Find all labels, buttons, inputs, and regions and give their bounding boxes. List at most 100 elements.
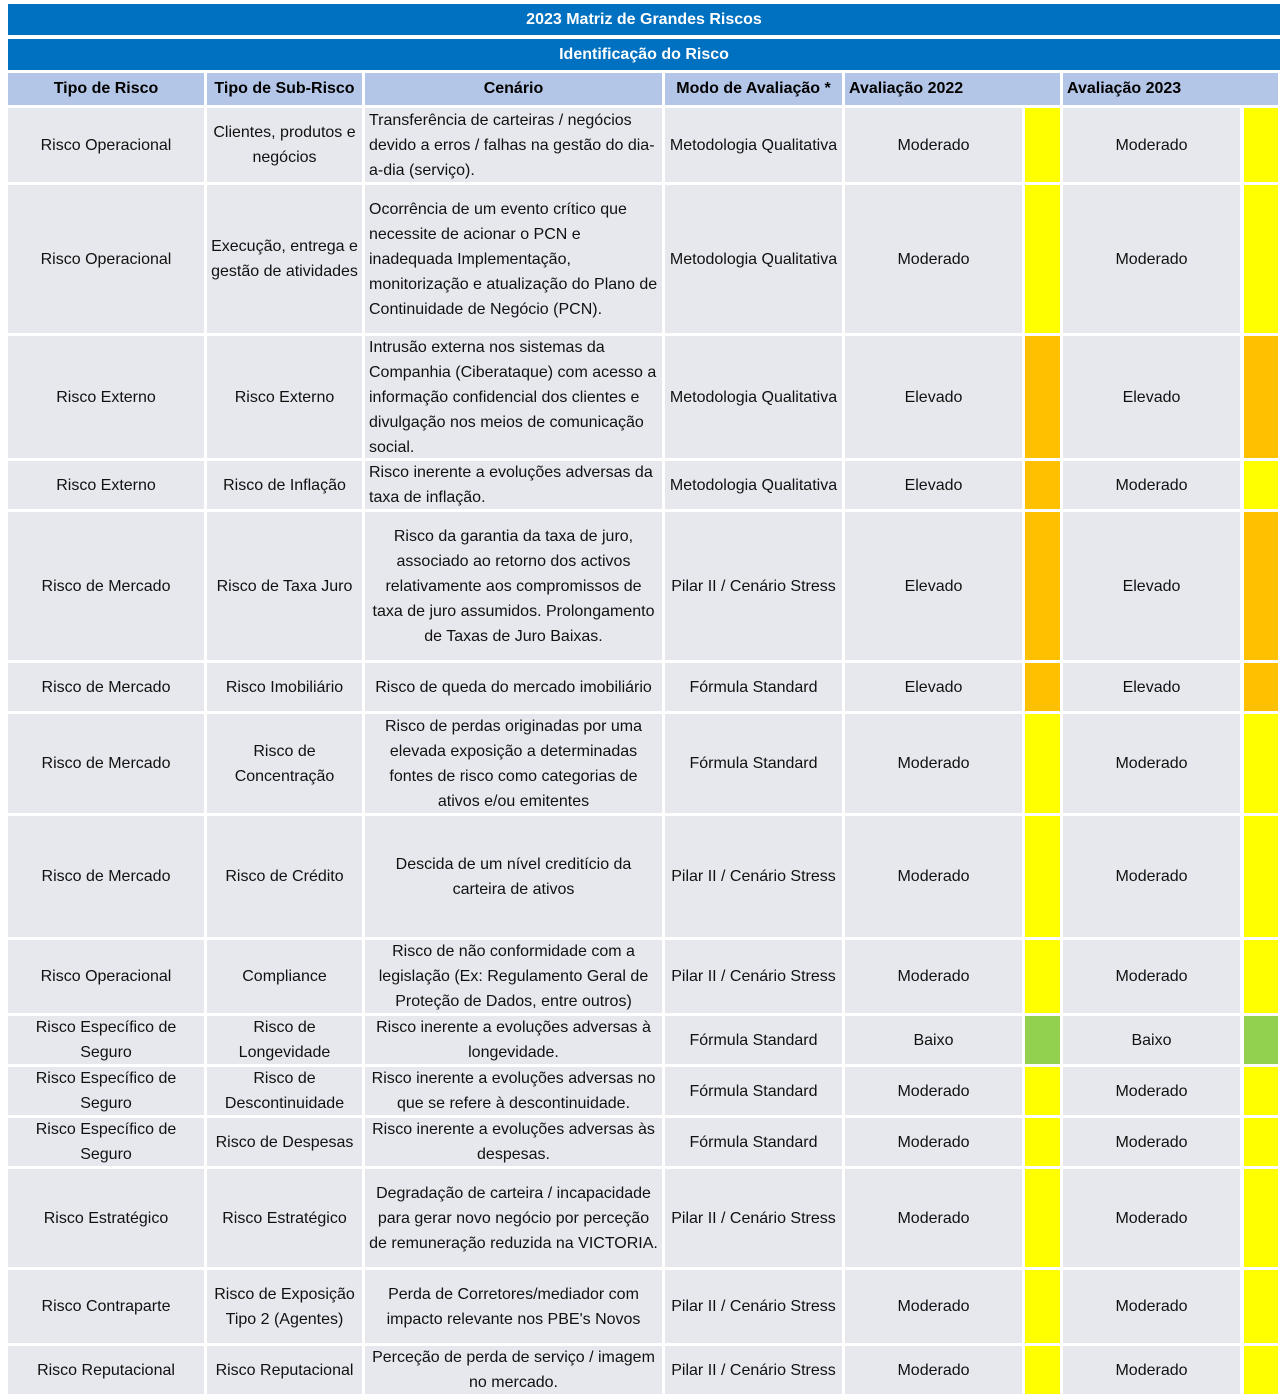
cell-tipo-de-risco: Risco Estratégico [8, 1169, 204, 1267]
cell-avaliacao-2022: Moderado [845, 1169, 1022, 1267]
cell-tipo-de-sub-risco: Risco Reputacional [207, 1346, 362, 1394]
risk-level-swatch-2022 [1025, 461, 1060, 509]
cell-avaliacao-2023: Elevado [1063, 336, 1240, 458]
cell-avaliacao-2023: Moderado [1063, 816, 1240, 937]
table-title: 2023 Matriz de Grandes Riscos [8, 4, 1280, 35]
cell-avaliacao-2023: Moderado [1063, 1346, 1240, 1394]
risk-level-swatch-2022 [1025, 1067, 1060, 1115]
risk-level-swatch-2023 [1244, 461, 1278, 509]
cell-avaliacao-2022: Moderado [845, 1270, 1022, 1343]
risk-level-swatch-2023 [1244, 1067, 1278, 1115]
cell-cenario: Intrusão externa nos sistemas da Companh… [365, 336, 662, 458]
cell-tipo-de-sub-risco: Clientes, produtos e negócios [207, 108, 362, 182]
cell-cenario: Ocorrência de um evento crítico que nece… [365, 185, 662, 333]
risk-level-swatch-2022 [1025, 108, 1060, 182]
cell-tipo-de-risco: Risco de Mercado [8, 714, 204, 813]
header-avaliacao-2023: Avaliação 2023 [1063, 73, 1278, 105]
cell-modo-de-avaliacao: Metodologia Qualitativa [665, 461, 842, 509]
cell-avaliacao-2023: Moderado [1063, 1118, 1240, 1166]
cell-avaliacao-2022: Moderado [845, 1118, 1022, 1166]
cell-tipo-de-risco: Risco Reputacional [8, 1346, 204, 1394]
cell-tipo-de-sub-risco: Risco Imobiliário [207, 663, 362, 711]
cell-avaliacao-2023: Moderado [1063, 1270, 1240, 1343]
cell-avaliacao-2023: Moderado [1063, 185, 1240, 333]
cell-avaliacao-2022: Elevado [845, 336, 1022, 458]
cell-tipo-de-sub-risco: Risco de Longevidade [207, 1016, 362, 1064]
cell-avaliacao-2023: Moderado [1063, 108, 1240, 182]
cell-tipo-de-sub-risco: Risco Externo [207, 336, 362, 458]
risk-level-swatch-2023 [1244, 940, 1278, 1013]
header-modo: Modo de Avaliação * [665, 73, 842, 105]
cell-tipo-de-risco: Risco Operacional [8, 940, 204, 1013]
cell-tipo-de-risco: Risco Específico de Seguro [8, 1118, 204, 1166]
cell-cenario: Risco da garantia da taxa de juro, assoc… [365, 512, 662, 660]
cell-cenario: Risco inerente a evoluções adversas no q… [365, 1067, 662, 1115]
cell-modo-de-avaliacao: Pilar II / Cenário Stress [665, 816, 842, 937]
cell-tipo-de-sub-risco: Compliance [207, 940, 362, 1013]
cell-avaliacao-2022: Moderado [845, 185, 1022, 333]
risk-level-swatch-2022 [1025, 1270, 1060, 1343]
risk-level-swatch-2022 [1025, 512, 1060, 660]
risk-level-swatch-2023 [1244, 336, 1278, 458]
cell-avaliacao-2023: Moderado [1063, 1067, 1240, 1115]
cell-avaliacao-2022: Elevado [845, 663, 1022, 711]
cell-cenario: Degradação de carteira / incapacidade pa… [365, 1169, 662, 1267]
cell-tipo-de-sub-risco: Risco de Crédito [207, 816, 362, 937]
cell-avaliacao-2022: Moderado [845, 816, 1022, 937]
risk-level-swatch-2023 [1244, 816, 1278, 937]
cell-cenario: Descida de um nível creditício da cartei… [365, 816, 662, 937]
cell-avaliacao-2022: Moderado [845, 714, 1022, 813]
cell-tipo-de-sub-risco: Risco Estratégico [207, 1169, 362, 1267]
cell-modo-de-avaliacao: Metodologia Qualitativa [665, 336, 842, 458]
cell-tipo-de-sub-risco: Risco de Inflação [207, 461, 362, 509]
cell-cenario: Risco de não conformidade com a legislaç… [365, 940, 662, 1013]
cell-tipo-de-risco: Risco Contraparte [8, 1270, 204, 1343]
risk-level-swatch-2022 [1025, 1346, 1060, 1394]
risk-level-swatch-2022 [1025, 1118, 1060, 1166]
cell-tipo-de-risco: Risco de Mercado [8, 663, 204, 711]
header-avaliacao-2022: Avaliação 2022 [845, 73, 1060, 105]
cell-avaliacao-2023: Elevado [1063, 512, 1240, 660]
header-subtipo: Tipo de Sub-Risco [207, 73, 362, 105]
cell-modo-de-avaliacao: Metodologia Qualitativa [665, 108, 842, 182]
cell-avaliacao-2023: Moderado [1063, 1169, 1240, 1267]
risk-level-swatch-2022 [1025, 1169, 1060, 1267]
cell-tipo-de-sub-risco: Execução, entrega e gestão de atividades [207, 185, 362, 333]
cell-modo-de-avaliacao: Pilar II / Cenário Stress [665, 1169, 842, 1267]
risk-level-swatch-2023 [1244, 1016, 1278, 1064]
cell-modo-de-avaliacao: Fórmula Standard [665, 663, 842, 711]
risk-level-swatch-2022 [1025, 1016, 1060, 1064]
risk-level-swatch-2022 [1025, 336, 1060, 458]
cell-tipo-de-sub-risco: Risco de Concentração [207, 714, 362, 813]
risk-level-swatch-2023 [1244, 185, 1278, 333]
header-tipo: Tipo de Risco [8, 73, 204, 105]
cell-tipo-de-risco: Risco de Mercado [8, 816, 204, 937]
cell-tipo-de-risco: Risco Externo [8, 336, 204, 458]
risk-level-swatch-2023 [1244, 1270, 1278, 1343]
cell-avaliacao-2022: Moderado [845, 1346, 1022, 1394]
cell-avaliacao-2022: Moderado [845, 940, 1022, 1013]
risk-level-swatch-2023 [1244, 1118, 1278, 1166]
cell-modo-de-avaliacao: Metodologia Qualitativa [665, 185, 842, 333]
cell-avaliacao-2022: Moderado [845, 1067, 1022, 1115]
cell-tipo-de-sub-risco: Risco de Exposição Tipo 2 (Agentes) [207, 1270, 362, 1343]
cell-avaliacao-2023: Baixo [1063, 1016, 1240, 1064]
risk-level-swatch-2023 [1244, 714, 1278, 813]
cell-modo-de-avaliacao: Fórmula Standard [665, 1118, 842, 1166]
cell-cenario: Perceção de perda de serviço / imagem no… [365, 1346, 662, 1394]
cell-avaliacao-2022: Elevado [845, 461, 1022, 509]
cell-tipo-de-sub-risco: Risco de Despesas [207, 1118, 362, 1166]
cell-modo-de-avaliacao: Fórmula Standard [665, 1016, 842, 1064]
cell-avaliacao-2022: Moderado [845, 108, 1022, 182]
cell-tipo-de-risco: Risco de Mercado [8, 512, 204, 660]
cell-modo-de-avaliacao: Fórmula Standard [665, 714, 842, 813]
cell-avaliacao-2023: Moderado [1063, 940, 1240, 1013]
cell-tipo-de-risco: Risco Específico de Seguro [8, 1016, 204, 1064]
risk-level-swatch-2023 [1244, 1346, 1278, 1394]
cell-tipo-de-sub-risco: Risco de Descontinuidade [207, 1067, 362, 1115]
risk-level-swatch-2022 [1025, 663, 1060, 711]
cell-avaliacao-2023: Elevado [1063, 663, 1240, 711]
cell-modo-de-avaliacao: Pilar II / Cenário Stress [665, 1346, 842, 1394]
section-title: Identificação do Risco [8, 39, 1280, 70]
cell-modo-de-avaliacao: Pilar II / Cenário Stress [665, 940, 842, 1013]
